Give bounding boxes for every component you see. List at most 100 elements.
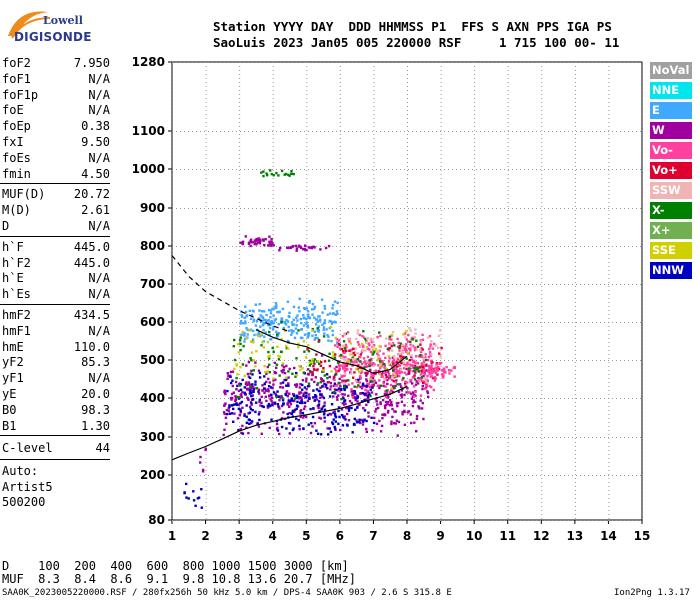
grid-dot <box>300 520 301 521</box>
param-name: fxI <box>2 135 24 149</box>
grid-dot <box>205 346 207 347</box>
grid-dot <box>180 475 181 476</box>
grid-dot <box>172 226 173 227</box>
echo-point <box>421 371 425 374</box>
echo-point <box>306 332 309 335</box>
grid-dot <box>272 234 274 235</box>
grid-dot <box>339 106 341 107</box>
param-value: 434.5 <box>73 308 110 322</box>
grid-dot <box>448 62 449 63</box>
grid-dot <box>544 437 545 438</box>
grid-dot <box>284 208 285 209</box>
echo-point <box>245 415 248 418</box>
grid-dot <box>205 114 207 115</box>
grid-dot <box>348 322 349 323</box>
echo-point <box>411 344 415 348</box>
echo-point <box>295 357 298 360</box>
echo-point <box>355 360 358 364</box>
grid-dot <box>474 110 476 111</box>
grid-dot <box>388 246 389 247</box>
grid-dot <box>640 437 641 438</box>
echo-point <box>258 371 262 375</box>
echo-point <box>290 412 293 415</box>
grid-dot <box>339 78 341 79</box>
grid-dot <box>172 198 173 199</box>
grid-dot <box>306 182 308 183</box>
echo-point <box>379 365 382 368</box>
grid-dot <box>208 62 209 63</box>
grid-dot <box>220 62 221 63</box>
grid-dot <box>480 398 481 399</box>
echo-point <box>392 373 395 376</box>
echo-point <box>410 392 413 396</box>
grid-dot <box>496 360 497 361</box>
grid-dot <box>574 466 576 467</box>
echo-point <box>300 399 303 403</box>
grid-dot <box>339 338 341 339</box>
grid-dot <box>440 214 442 215</box>
grid-dot <box>440 102 442 103</box>
grid-dot <box>172 174 173 175</box>
echo-point <box>245 327 248 330</box>
grid-dot <box>407 226 408 227</box>
grid-dot <box>574 114 576 115</box>
grid-dot <box>196 520 197 521</box>
grid-dot <box>412 475 413 476</box>
grid-dot <box>340 520 341 521</box>
grid-dot <box>306 498 308 499</box>
echo-point <box>294 408 297 412</box>
echo-point <box>391 330 395 334</box>
grid-dot <box>196 246 197 247</box>
grid-dot <box>574 506 576 507</box>
grid-dot <box>200 398 201 399</box>
grid-dot <box>541 346 543 347</box>
grid-dot <box>504 62 505 63</box>
echo-point <box>228 412 232 415</box>
grid-dot <box>172 486 173 487</box>
grid-dot <box>448 475 449 476</box>
grid-dot <box>474 158 476 159</box>
grid-dot <box>541 518 543 519</box>
grid-dot <box>541 106 543 107</box>
grid-dot <box>436 520 437 521</box>
grid-dot <box>460 169 461 170</box>
grid-dot <box>532 322 533 323</box>
grid-dot <box>642 66 643 67</box>
grid-dot <box>588 131 589 132</box>
grid-dot <box>507 254 509 255</box>
grid-dot <box>507 330 509 331</box>
grid-dot <box>474 114 476 115</box>
grid-dot <box>306 386 308 387</box>
grid-dot <box>339 418 341 419</box>
echo-point <box>404 363 407 367</box>
grid-dot <box>220 322 221 323</box>
grid-dot <box>568 246 569 247</box>
grid-dot <box>339 450 341 451</box>
grid-dot <box>239 506 241 507</box>
echo-point <box>224 416 228 419</box>
grid-dot <box>440 478 442 479</box>
echo-point <box>380 373 383 376</box>
grid-dot <box>642 98 643 99</box>
grid-dot <box>420 437 421 438</box>
grid-dot <box>205 286 207 287</box>
grid-dot <box>205 418 207 419</box>
grid-dot <box>574 278 576 279</box>
grid-dot <box>339 226 341 227</box>
grid-dot <box>344 169 345 170</box>
echo-point <box>429 343 432 346</box>
grid-dot <box>480 169 481 170</box>
grid-dot <box>541 410 543 411</box>
grid-dot <box>440 274 442 275</box>
echo-point <box>371 429 374 432</box>
echo-point <box>281 371 284 374</box>
echo-point <box>343 385 346 388</box>
grid-dot <box>504 360 505 361</box>
echo-point <box>305 307 308 310</box>
grid-dot <box>532 360 533 361</box>
grid-dot <box>407 466 408 467</box>
grid-dot <box>306 518 308 519</box>
grid-dot <box>172 186 173 187</box>
grid-dot <box>541 330 543 331</box>
echo-point <box>362 357 366 360</box>
